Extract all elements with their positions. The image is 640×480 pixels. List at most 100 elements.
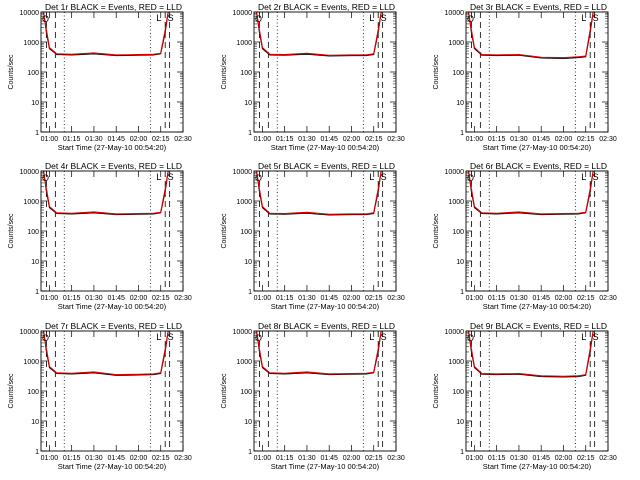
y-tick-label: 1000 (448, 199, 464, 206)
x-tick-label: 02:15 (577, 136, 595, 143)
y-tick-label: 100 (452, 389, 464, 396)
x-tick-label: 02:30 (599, 136, 617, 143)
series-line-lld (467, 170, 594, 215)
x-axis-label: Start Time (27-May-10 00:54:20) (483, 143, 592, 152)
saa-end-label: S (381, 13, 387, 23)
x-tick-label: 01:45 (320, 136, 338, 143)
x-tick-label: 01:00 (41, 455, 59, 462)
saa-start-label: L (156, 13, 161, 23)
x-tick-label: 02:30 (174, 455, 192, 462)
orbit-marker-label: O (255, 173, 262, 183)
x-tick-label: 02:15 (152, 295, 170, 302)
y-tick-label: 100 (27, 229, 39, 236)
orbit-marker-label: O (467, 333, 474, 343)
saa-end-label: S (381, 332, 387, 342)
y-tick-label: 100 (452, 229, 464, 236)
x-tick-label: 01:30 (510, 295, 528, 302)
x-tick-label: 01:30 (85, 136, 103, 143)
x-tick-label: 01:45 (107, 136, 125, 143)
plot-frame (40, 330, 184, 452)
plot-frame (465, 170, 609, 292)
x-tick-label: 02:00 (555, 295, 573, 302)
x-tick-label: 01:15 (63, 455, 81, 462)
x-axis-label: Start Time (27-May-10 00:54:20) (58, 462, 167, 471)
x-tick-label: 02:00 (130, 295, 148, 302)
saa-start-label: L (581, 13, 586, 23)
panel-title: Det 8r BLACK = Events, RED = LLD (258, 321, 395, 331)
plot-frame (465, 11, 609, 133)
panel-det-5: Det 5r BLACK = Events, RED = LLD 1 10 100 10… (221, 161, 405, 311)
x-tick-label: 02:00 (130, 455, 148, 462)
series-line-events (256, 170, 382, 216)
y-tick-label: 10000 (445, 10, 465, 17)
y-tick-label: 100 (240, 389, 252, 396)
x-tick-label: 01:45 (107, 455, 125, 462)
panel-det-7: Det 7r BLACK = Events, RED = LLD 1 10 100 10… (8, 321, 192, 471)
x-tick-label: 01:15 (63, 136, 81, 143)
y-tick-label: 1000 (23, 359, 39, 366)
y-tick-label: 1000 (448, 40, 464, 47)
x-axis-label: Start Time (27-May-10 00:54:20) (271, 462, 380, 471)
x-tick-label: 02:30 (174, 136, 192, 143)
plot-frame (465, 330, 609, 452)
series-line-events (468, 11, 594, 60)
x-tick-label: 02:30 (174, 295, 192, 302)
saa-end-label: S (168, 332, 174, 342)
x-tick-label: 01:15 (488, 455, 506, 462)
y-tick-label: 10 (456, 100, 464, 107)
orbit-marker-label: O (467, 14, 474, 24)
saa-start-label: L (581, 172, 586, 182)
series-line-lld (42, 11, 169, 56)
x-tick-label: 01:15 (488, 295, 506, 302)
saa-start-label: L (369, 172, 374, 182)
x-tick-label: 02:00 (555, 455, 573, 462)
x-tick-label: 01:00 (254, 136, 272, 143)
x-tick-label: 01:30 (85, 295, 103, 302)
y-tick-label: 10000 (445, 169, 465, 176)
y-tick-label: 1000 (448, 359, 464, 366)
x-tick-label: 01:15 (276, 295, 294, 302)
x-tick-label: 01:00 (254, 455, 272, 462)
x-tick-label: 01:45 (320, 455, 338, 462)
panel-det-1: Det 1r BLACK = Events, RED = LLD 1 10 100 10… (8, 2, 192, 152)
series-line-events (468, 170, 594, 216)
x-tick-label: 02:30 (387, 455, 405, 462)
x-tick-label: 02:00 (555, 136, 573, 143)
x-tick-label: 01:30 (298, 455, 316, 462)
panel-title: Det 3r BLACK = Events, RED = LLD (470, 2, 607, 12)
x-tick-label: 02:00 (343, 455, 361, 462)
series-line-lld (255, 330, 382, 375)
panel-title: Det 6r BLACK = Events, RED = LLD (470, 161, 607, 171)
orbit-marker-label: O (467, 173, 474, 183)
y-axis-label: Counts/sec (221, 213, 228, 249)
y-tick-label: 100 (27, 70, 39, 77)
saa-end-label: S (168, 172, 174, 182)
y-tick-label: 1000 (236, 199, 252, 206)
y-tick-label: 1 (460, 289, 464, 296)
x-axis-label: Start Time (27-May-10 00:54:20) (483, 302, 592, 311)
panel-title: Det 7r BLACK = Events, RED = LLD (45, 321, 182, 331)
x-axis-label: Start Time (27-May-10 00:54:20) (271, 143, 380, 152)
x-tick-label: 01:00 (466, 136, 484, 143)
x-axis-label: Start Time (27-May-10 00:54:20) (58, 302, 167, 311)
x-tick-label: 02:15 (577, 295, 595, 302)
x-tick-label: 02:30 (387, 136, 405, 143)
panel-det-8: Det 8r BLACK = Events, RED = LLD 1 10 100 10… (221, 321, 405, 471)
saa-end-label: S (168, 13, 174, 23)
y-tick-label: 1 (248, 130, 252, 137)
y-axis-label: Counts/sec (433, 54, 440, 90)
y-tick-label: 1 (248, 449, 252, 456)
x-tick-label: 01:15 (63, 295, 81, 302)
y-tick-label: 1 (35, 289, 39, 296)
y-tick-label: 1 (248, 289, 252, 296)
y-tick-label: 10000 (20, 329, 40, 336)
x-tick-label: 02:00 (130, 136, 148, 143)
series-line-lld (42, 170, 169, 215)
x-tick-label: 02:15 (152, 455, 170, 462)
x-tick-label: 02:15 (577, 455, 595, 462)
x-tick-label: 02:00 (343, 295, 361, 302)
x-tick-label: 01:30 (85, 455, 103, 462)
y-tick-label: 10 (244, 259, 252, 266)
y-tick-label: 10 (31, 259, 39, 266)
